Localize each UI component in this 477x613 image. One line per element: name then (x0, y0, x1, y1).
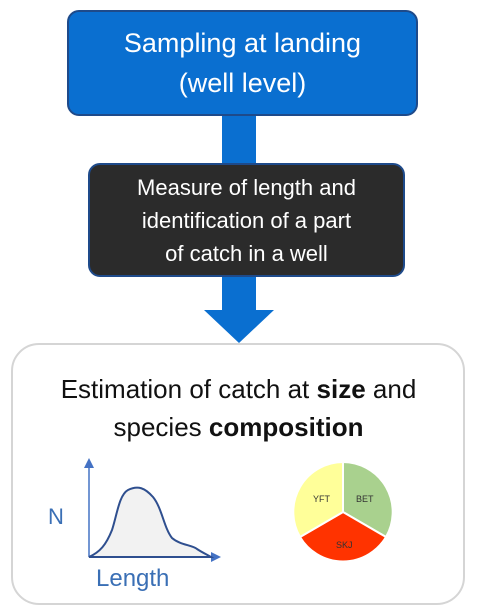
estimation-title: Estimation of catch at size and species … (0, 370, 477, 446)
pie-slice-yft (292, 460, 344, 539)
estimation-box (11, 343, 465, 605)
mid-box-line3: of catch in a well (165, 240, 328, 266)
connector-arrow-shaft (222, 276, 256, 312)
estimation-line2: species composition (113, 412, 364, 442)
distribution-curve (88, 486, 215, 558)
top-box-line2: (well level) (178, 68, 307, 98)
connector-top (222, 116, 256, 165)
pie-slice-skj (298, 510, 388, 563)
mid-box-line1: Measure of length and (137, 174, 356, 200)
pie-label-skj: SKJ (336, 540, 353, 550)
x-axis-label: Length (96, 565, 169, 592)
top-box-line1: Sampling at landing (123, 28, 362, 58)
sampling-at-landing-box: Sampling at landing (well level) (67, 10, 418, 116)
y-axis-label: N (48, 504, 64, 529)
y-axis-arrow-icon (84, 458, 94, 468)
pie-label-bet: BET (356, 494, 374, 504)
x-axis-arrow-icon (211, 552, 221, 562)
down-arrow-head (204, 310, 274, 343)
mid-box-line2: identification of a part (141, 207, 352, 233)
measure-length-box: Measure of length and identification of … (88, 163, 405, 277)
pie-label-yft: YFT (313, 494, 331, 504)
estimation-line1: Estimation of catch at size and (60, 374, 417, 404)
